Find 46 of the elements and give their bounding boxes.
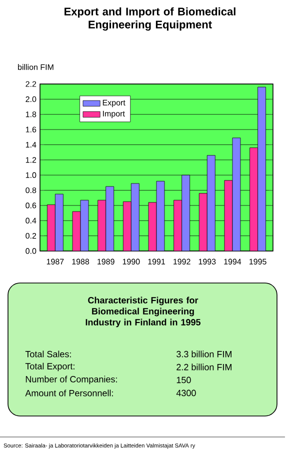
x-tick-label: 1992 <box>174 258 190 264</box>
y-tick-label: 2.0 <box>26 96 36 102</box>
bar <box>258 86 266 251</box>
x-tick-label: 1988 <box>72 258 90 264</box>
y-tick-label: 1.4 <box>26 142 36 148</box>
bar <box>122 201 132 251</box>
legend-label: Export <box>102 100 126 108</box>
text: 2.2 billion FIM <box>176 364 232 370</box>
y-tick-label: 2.2 <box>26 81 36 87</box>
y-tick-label: 0.4 <box>26 218 36 224</box>
y-tick-label: 1.8 <box>26 112 36 118</box>
chart-title: Export and Import of Biomedical Engineering Equipment <box>64 7 236 31</box>
bar <box>130 183 140 251</box>
y-tick-label: 0.8 <box>26 187 36 194</box>
y-tick-label: 0.0 <box>26 248 36 254</box>
text: Characteristic Figures for Biomedical Engineering Industry in Finland in 1995 <box>86 296 201 328</box>
bar <box>250 148 258 251</box>
legend-label: Import <box>103 110 125 118</box>
x-tick-label: 1993 <box>198 258 216 264</box>
x-tick-label: 1994 <box>224 258 242 264</box>
x-tick-label: 1991 <box>148 258 165 264</box>
y-tick-label: 1.0 <box>26 172 36 178</box>
text: 4300 <box>176 390 196 396</box>
bar <box>206 155 216 251</box>
y-tick-label: 1.6 <box>26 126 36 132</box>
bar <box>182 174 190 251</box>
bar <box>106 186 114 251</box>
bar <box>174 200 182 251</box>
y-tick-label: 0.2 <box>26 232 36 239</box>
text: 150 <box>176 376 191 384</box>
x-tick-label: 1990 <box>122 258 140 264</box>
x-tick-label: 1987 <box>46 258 64 264</box>
bar <box>54 194 64 251</box>
text: Number of Companies: <box>26 376 117 384</box>
y-tick-label: 0.6 <box>26 202 36 208</box>
text: Total Export: <box>25 362 74 372</box>
text: Amount of Personnell: <box>25 390 113 396</box>
y-tick-label: 1.2 <box>26 157 36 163</box>
x-tick-label: 1995 <box>250 258 266 264</box>
text: 3.3 billion FIM <box>176 350 232 358</box>
bar <box>46 204 56 251</box>
bar <box>98 200 106 251</box>
x-tick-label: 1989 <box>98 258 114 264</box>
y-axis-title: billion FIM <box>18 64 54 70</box>
bar <box>198 193 208 251</box>
text: Total Sales: <box>25 350 71 358</box>
